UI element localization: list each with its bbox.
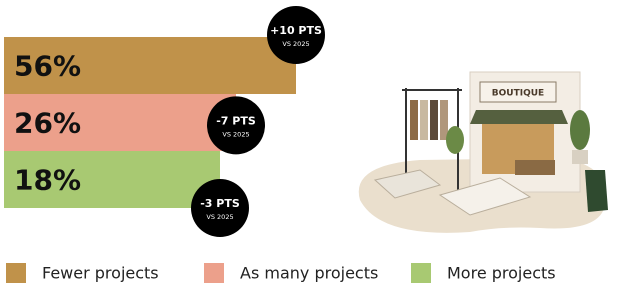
badge-label: -7 PTS (216, 114, 256, 127)
legend-label: As many projects (240, 264, 378, 283)
value-label: 56% (14, 50, 81, 83)
shop-sign: BOUTIQUE (492, 89, 544, 99)
legend-swatch (6, 263, 26, 283)
legend-swatch (411, 263, 431, 283)
legend-label: More projects (447, 264, 556, 283)
badge-label: -3 PTS (200, 197, 240, 210)
illustration: BOUTIQUE (359, 72, 608, 233)
badge-sub: VS 2025 (206, 213, 233, 221)
value-label: 26% (14, 107, 81, 140)
legend-label: Fewer projects (42, 264, 159, 283)
badge-sub: VS 2025 (282, 40, 309, 48)
value-label: 18% (14, 164, 81, 197)
legend-swatch (204, 263, 224, 283)
badge-sub: VS 2025 (222, 130, 249, 138)
chart: BOUTIQUE 56% 26% 18% +10 PTS VS 2025 -7 PTS VS… (0, 0, 619, 285)
badge-label: +10 PTS (270, 24, 322, 37)
